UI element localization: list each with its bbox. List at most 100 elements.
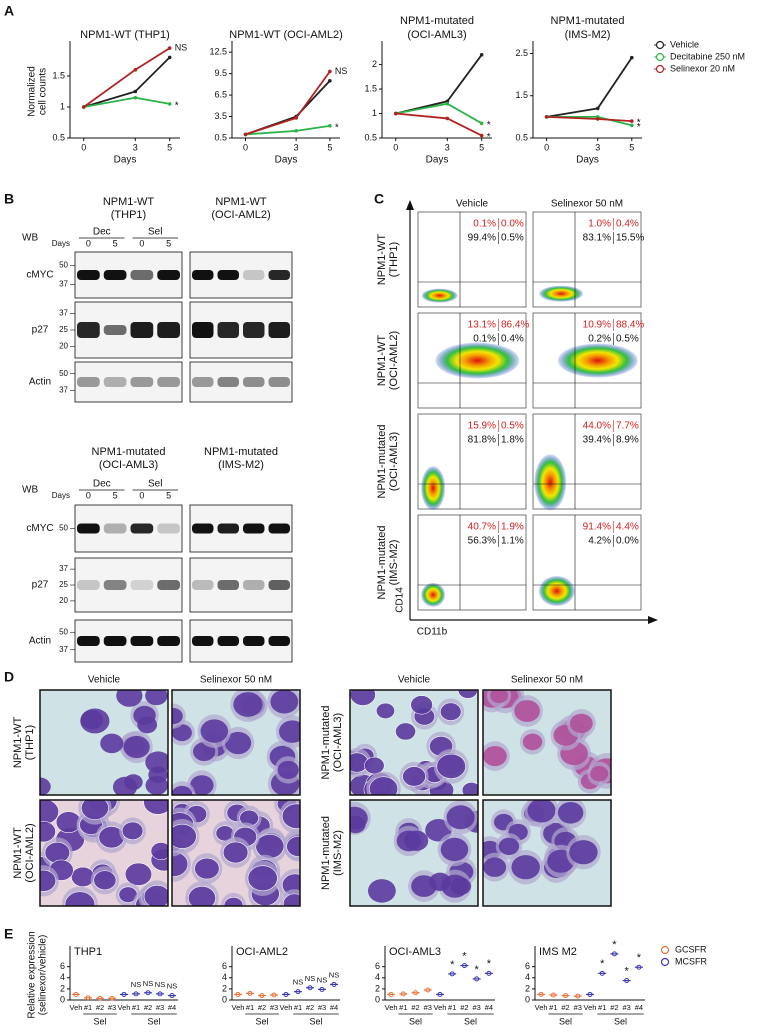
x-tick-label: #1 (246, 1003, 254, 1012)
data-point (486, 970, 492, 976)
blot-title: (OCI-AML3) (99, 459, 158, 471)
data-point (425, 987, 431, 993)
nucleus (461, 782, 478, 795)
row-label: cMYC (26, 270, 53, 281)
flow-density (435, 342, 520, 379)
band (77, 322, 100, 338)
nucleus (40, 777, 51, 795)
data-point (307, 985, 313, 991)
band (157, 322, 180, 338)
nucleus (446, 805, 475, 830)
timepoint-label: 5 (113, 238, 118, 248)
chart-title: NPM1-mutated (551, 15, 625, 27)
blot-title: NPM1-mutated (204, 446, 278, 458)
group-label: Sel (93, 1016, 106, 1026)
mw-marker: 20 (59, 596, 68, 605)
flow-row-label: (OCI-AML3) (388, 432, 400, 491)
quadrant-percent: 0.0% (501, 219, 524, 230)
micrograph-frame (482, 799, 612, 907)
band (192, 580, 214, 590)
x-tick-label: #1 (399, 1003, 407, 1012)
x-tick-label: #2 (610, 1003, 618, 1012)
data-point (479, 121, 484, 126)
micrograph-frame (171, 799, 301, 907)
group-label: Sel (309, 1016, 322, 1026)
nucleus (404, 830, 429, 851)
band (77, 377, 100, 387)
band (157, 580, 180, 590)
nucleus (557, 801, 584, 824)
series-line (546, 57, 633, 118)
nucleus (410, 695, 433, 715)
data-point (121, 991, 127, 997)
data-point (624, 978, 630, 984)
annotation: NS (335, 66, 348, 76)
x-tick-label: #2 (306, 1003, 314, 1012)
quadrant-percent: 1.0% (588, 219, 611, 230)
band (217, 322, 239, 338)
micrograph-frame (349, 689, 479, 796)
micrograph-column: Selinexor 50 nM (511, 675, 583, 686)
quadrant-percent: 1.8% (501, 435, 524, 446)
x-tick-label: #4 (168, 1003, 176, 1012)
nucleus (150, 842, 168, 861)
data-point (629, 119, 634, 123)
band (268, 636, 290, 646)
y-axis-label: (selinexor/vehicle) (38, 935, 49, 1016)
y-tick-label: 2 (525, 983, 530, 993)
quadrant-percent: 56.3% (468, 536, 496, 547)
x-tick-label: #1 (549, 1003, 557, 1012)
x-tick-label: #3 (318, 1003, 326, 1012)
nucleus (172, 708, 183, 725)
legend-label: MCSFR (675, 956, 707, 966)
band (103, 523, 127, 534)
data-point (247, 990, 253, 996)
chart-title: (IMS-M2) (565, 29, 611, 41)
days-label: Days (52, 239, 70, 248)
mw-marker: 20 (59, 342, 68, 351)
quadrant-percent: 0.5% (501, 421, 524, 432)
x-tick-label: #1 (84, 1003, 92, 1012)
x-tick-label: #4 (330, 1003, 338, 1012)
micrograph-row-label: NPM1-WT (12, 827, 24, 879)
blot-frame (189, 361, 293, 403)
annotation: * (175, 101, 179, 112)
data-point (328, 78, 332, 83)
x-tick-label: #3 (156, 1003, 164, 1012)
band (130, 523, 154, 534)
x-tick-label: 3 (133, 142, 138, 152)
data-point (97, 995, 103, 1001)
group-label: Sel (255, 1016, 268, 1026)
band (77, 636, 100, 646)
band (77, 523, 100, 534)
y-tick-label: 1 (372, 108, 377, 118)
data-point (544, 115, 549, 119)
data-point (167, 102, 172, 106)
group-label: Sel (409, 1016, 422, 1026)
mw-marker: 25 (59, 580, 68, 589)
nucleus (270, 690, 299, 714)
nucleus (283, 893, 300, 906)
annotation: NS (143, 979, 153, 988)
band (268, 580, 290, 590)
nucleus (124, 862, 153, 886)
x-tick-label: #2 (144, 1003, 152, 1012)
nucleus (369, 776, 399, 795)
quadrant-percent: 0.1% (473, 219, 496, 230)
quadrant-percent: 15.9% (468, 421, 496, 432)
mw-marker: 37 (59, 645, 68, 654)
data-point (243, 132, 248, 137)
data-point (400, 991, 406, 997)
y-tick-label: 6 (375, 961, 380, 971)
nucleus (255, 833, 285, 859)
micrograph-row-label: NPM1-mutated (320, 706, 332, 780)
data-point (461, 963, 467, 969)
band (192, 377, 214, 387)
x-tick-label: 0 (544, 142, 549, 152)
band (192, 270, 214, 280)
mw-marker: 37 (59, 280, 68, 289)
x-tick-label: 0 (81, 142, 86, 152)
nucleus (145, 751, 168, 774)
nucleus (121, 821, 144, 840)
band (103, 325, 127, 335)
